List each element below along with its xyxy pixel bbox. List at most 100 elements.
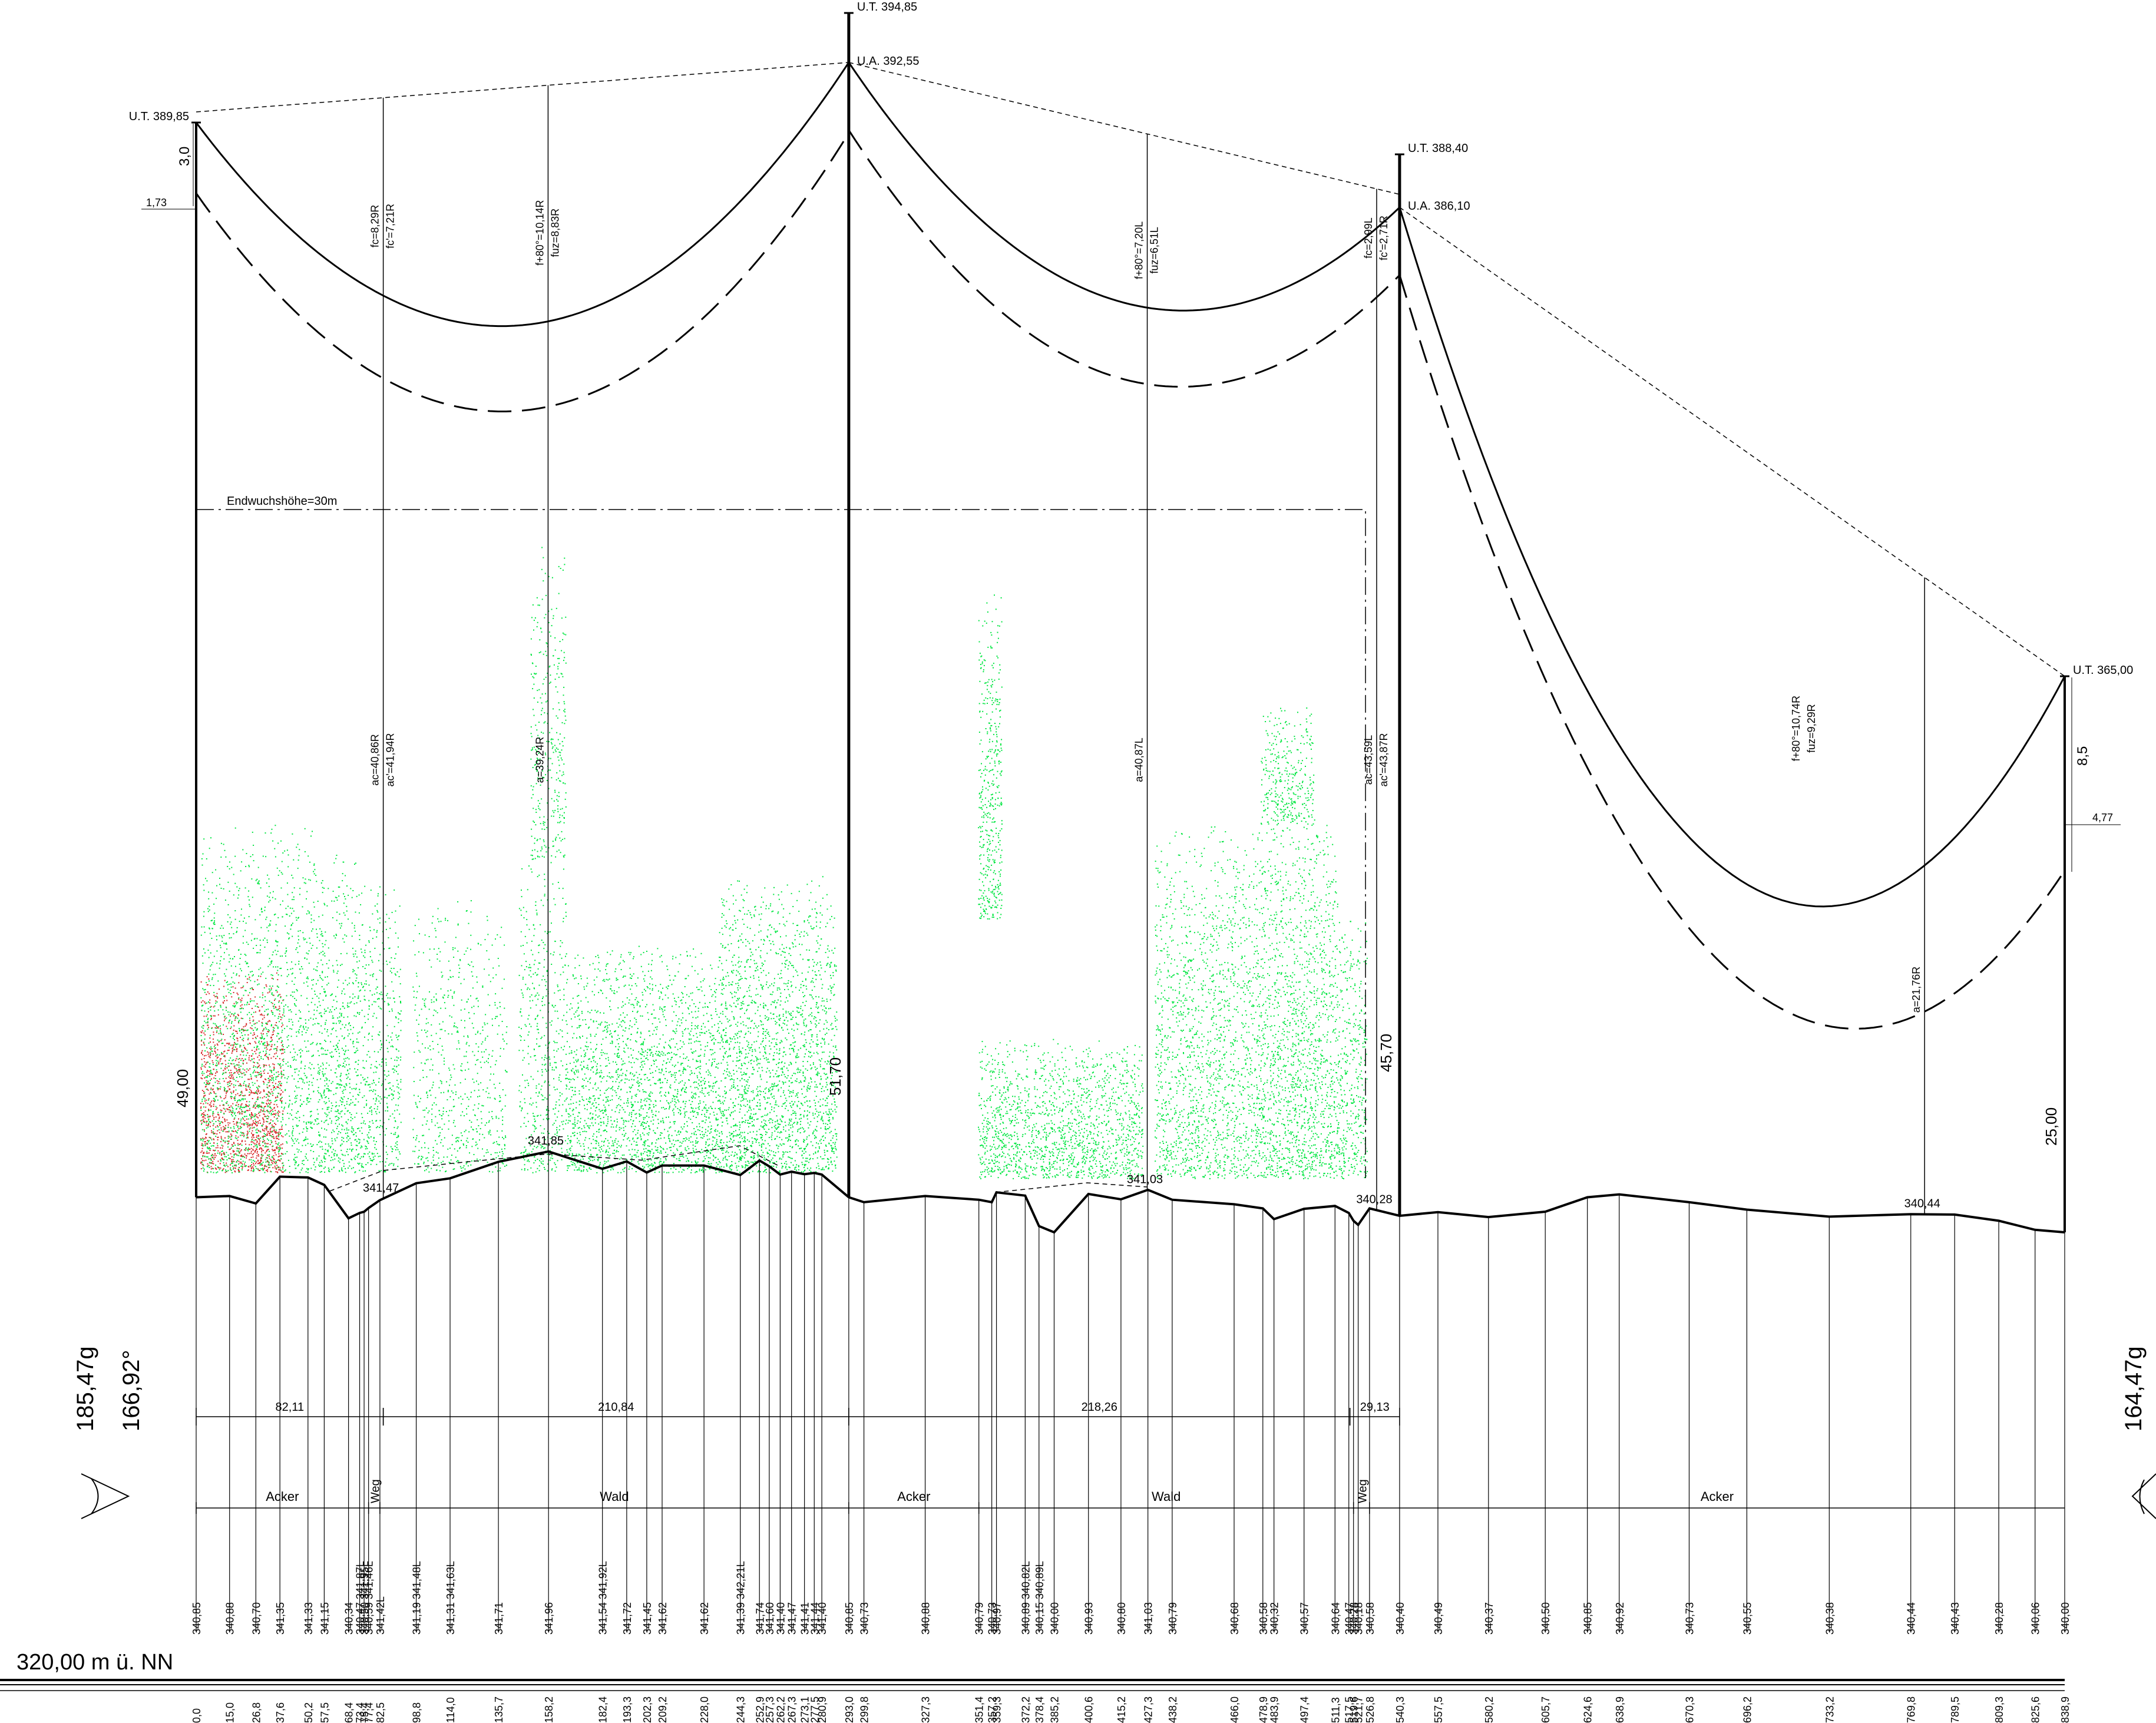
vegetation-point <box>220 1147 221 1149</box>
vegetation-point <box>259 1106 261 1107</box>
vegetation-point <box>238 1170 240 1172</box>
vegetation-point <box>230 1169 232 1170</box>
vegetation-point <box>323 1136 325 1138</box>
vegetation-point <box>249 1068 251 1070</box>
vegetation-point <box>202 1155 204 1156</box>
vegetation-point <box>346 1084 348 1086</box>
vegetation-point <box>296 999 297 1001</box>
vegetation-point <box>346 1132 348 1134</box>
vegetation-point <box>254 919 256 921</box>
vegetation-point <box>339 1040 340 1041</box>
vegetation-point <box>253 1032 255 1034</box>
vegetation-point <box>307 855 309 857</box>
vegetation-point <box>253 1123 255 1124</box>
vegetation-point <box>240 1149 242 1151</box>
vegetation-point <box>500 937 501 938</box>
vegetation-point <box>265 1116 267 1117</box>
vegetation-point <box>228 954 230 956</box>
vegetation-point <box>400 1002 401 1003</box>
vegetation-point <box>302 1163 303 1165</box>
vegetation-point <box>320 934 322 935</box>
vegetation-point <box>282 1162 284 1164</box>
vegetation-point <box>338 895 340 897</box>
vegetation-point <box>395 974 396 976</box>
vegetation-point <box>264 1142 266 1144</box>
vegetation-point <box>491 1018 493 1020</box>
vegetation-point <box>372 938 373 940</box>
vegetation-point <box>295 917 297 918</box>
vegetation-point <box>230 1110 232 1112</box>
vegetation-point <box>356 961 358 963</box>
vegetation-point <box>252 1149 254 1150</box>
vegetation-point <box>261 1149 263 1151</box>
vegetation-point <box>350 1116 352 1118</box>
vegetation-point <box>447 1099 448 1100</box>
vegetation-point <box>203 1096 204 1098</box>
vegetation-point <box>221 1039 223 1040</box>
vegetation-point <box>317 980 319 981</box>
vegetation-point <box>369 1086 371 1088</box>
vegetation-point <box>295 1059 297 1061</box>
vegetation-point <box>343 1163 345 1165</box>
vegetation-point <box>241 1132 243 1134</box>
vegetation-point <box>221 1139 223 1140</box>
vegetation-point <box>262 971 264 973</box>
vegetation-point <box>485 1049 487 1050</box>
vegetation-point <box>236 1107 237 1109</box>
vegetation-point <box>262 1145 264 1146</box>
vegetation-point <box>290 1051 291 1053</box>
vegetation-point <box>233 972 234 974</box>
vegetation-point <box>276 1071 277 1073</box>
vegetation-point <box>374 1103 376 1105</box>
vegetation-point <box>438 1158 439 1159</box>
vegetation-point <box>229 1158 231 1159</box>
vegetation-point <box>332 1143 333 1145</box>
vegetation-point <box>363 1016 365 1017</box>
vegetation-point <box>274 1131 276 1133</box>
vegetation-point <box>231 1130 233 1132</box>
vegetation-point <box>262 1110 263 1112</box>
vegetation-point <box>368 1000 370 1001</box>
vegetation-point <box>239 1113 241 1115</box>
vegetation-point <box>206 1016 207 1017</box>
vegetation-point <box>210 1171 212 1173</box>
vegetation-point <box>318 1001 320 1003</box>
vegetation-point <box>387 1051 389 1053</box>
vegetation-point <box>447 1156 448 1158</box>
vegetation-point <box>237 1126 239 1128</box>
vegetation-point <box>211 928 213 930</box>
vegetation-point <box>284 1077 286 1079</box>
vegetation-point <box>267 1105 269 1107</box>
vegetation-point <box>362 1122 364 1124</box>
vegetation-point <box>361 951 363 953</box>
vegetation-point <box>246 962 248 964</box>
vegetation-point <box>338 886 339 888</box>
vegetation-point <box>224 1000 226 1001</box>
vegetation-point <box>206 1122 207 1124</box>
vegetation-point <box>341 1136 343 1138</box>
vegetation-point <box>236 1037 238 1039</box>
vegetation-point <box>416 1137 418 1139</box>
vegetation-point <box>226 1053 228 1054</box>
vegetation-point <box>235 1104 236 1106</box>
vegetation-point <box>342 861 344 863</box>
vegetation-point <box>323 991 325 993</box>
vegetation-point <box>273 1126 275 1127</box>
vegetation-point <box>206 984 208 985</box>
vegetation-point <box>246 1155 247 1157</box>
vegetation-point <box>424 1063 426 1064</box>
vegetation-point <box>249 1127 251 1129</box>
vegetation-point <box>271 1141 273 1143</box>
vegetation-point <box>342 1006 343 1007</box>
vegetation-point <box>322 1048 324 1050</box>
vegetation-point <box>282 1153 284 1155</box>
vegetation-point <box>212 1112 214 1113</box>
vegetation-point <box>217 980 219 982</box>
vegetation-point <box>306 977 307 979</box>
vegetation-point <box>292 877 294 879</box>
vegetation-point <box>382 942 383 944</box>
vegetation-point <box>337 1017 339 1019</box>
vegetation-point <box>299 1116 300 1118</box>
vegetation-point <box>277 1084 279 1086</box>
vegetation-point <box>216 1030 218 1032</box>
